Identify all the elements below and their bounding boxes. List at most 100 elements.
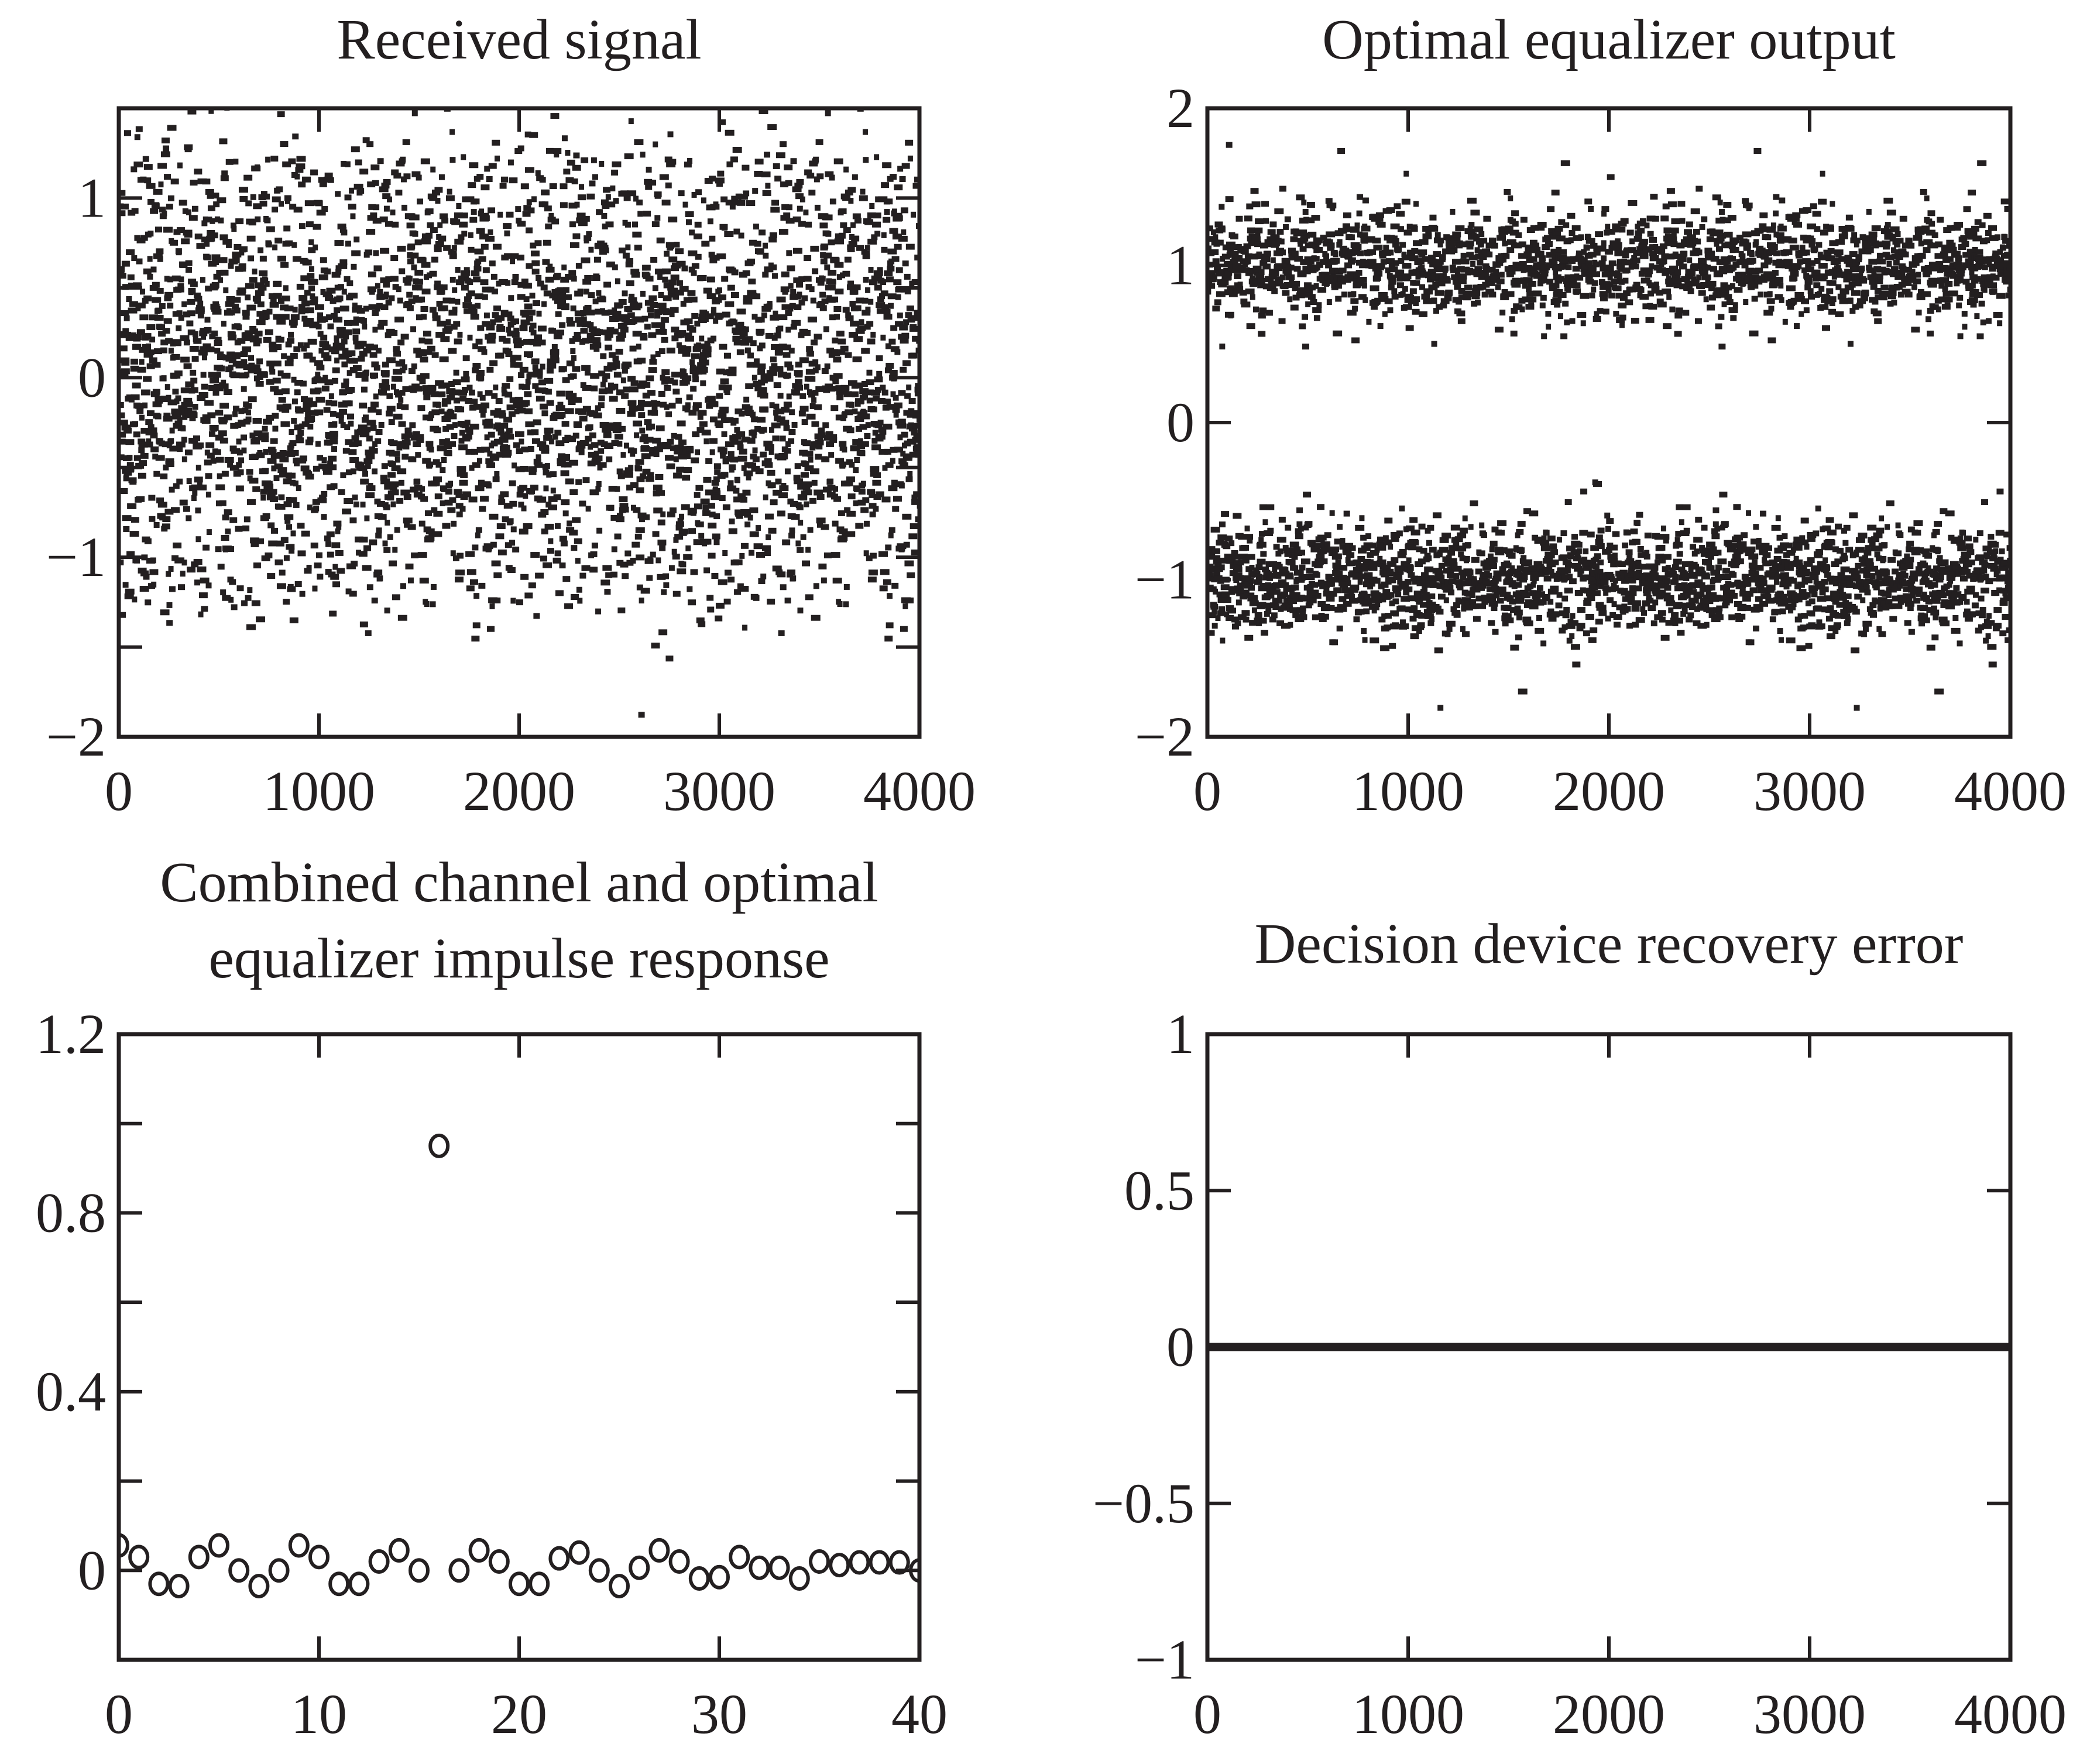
data-point xyxy=(129,63,138,68)
data-point xyxy=(1296,550,1306,556)
data-point xyxy=(746,474,751,481)
data-point xyxy=(339,389,347,396)
data-point xyxy=(549,183,557,190)
data-point xyxy=(290,322,297,328)
data-point xyxy=(1260,551,1267,557)
data-point xyxy=(854,457,860,463)
data-point xyxy=(331,272,341,278)
data-point xyxy=(1259,260,1268,266)
data-point xyxy=(528,466,537,472)
data-point xyxy=(361,341,367,347)
data-point xyxy=(1237,614,1247,620)
data-point xyxy=(771,200,780,206)
data-point xyxy=(892,234,902,240)
data-point xyxy=(1265,608,1272,615)
data-point xyxy=(289,617,298,623)
data-point xyxy=(332,581,341,588)
data-point xyxy=(384,608,390,614)
data-point xyxy=(1389,266,1398,273)
data-point xyxy=(750,86,757,92)
data-point xyxy=(914,255,919,261)
data-point xyxy=(328,464,337,471)
data-point xyxy=(1224,553,1234,560)
data-point xyxy=(743,190,750,197)
data-point xyxy=(488,163,497,169)
data-point xyxy=(865,422,871,428)
data-point xyxy=(333,317,343,323)
data-point xyxy=(629,345,637,352)
data-point xyxy=(833,356,842,363)
data-point xyxy=(286,355,294,362)
data-point xyxy=(449,157,456,163)
data-point xyxy=(291,398,298,404)
data-point xyxy=(481,447,490,453)
data-point xyxy=(347,400,353,407)
data-point xyxy=(482,286,491,293)
data-point xyxy=(399,268,406,274)
data-point xyxy=(396,403,403,409)
data-point xyxy=(461,154,466,160)
data-point xyxy=(878,196,888,203)
data-point xyxy=(347,350,356,356)
data-point xyxy=(559,322,566,328)
data-point xyxy=(1296,521,1303,527)
data-point xyxy=(218,277,224,283)
data-point xyxy=(672,262,681,269)
data-point xyxy=(795,193,804,200)
data-point xyxy=(417,257,427,263)
data-point xyxy=(1289,541,1299,548)
data-point xyxy=(1336,571,1343,577)
data-point xyxy=(571,178,578,184)
data-point xyxy=(210,458,217,464)
data-point xyxy=(328,455,337,462)
data-point xyxy=(358,465,368,472)
data-point xyxy=(1382,582,1389,588)
data-point xyxy=(1284,270,1291,276)
data-point xyxy=(284,306,294,312)
data-point xyxy=(594,256,602,263)
data-point xyxy=(753,380,759,387)
data-point xyxy=(280,304,289,311)
data-point xyxy=(912,437,919,443)
data-point xyxy=(301,421,310,427)
data-point xyxy=(307,505,313,511)
data-point xyxy=(805,369,815,375)
data-point xyxy=(514,396,523,403)
data-point xyxy=(1333,587,1341,593)
data-point xyxy=(862,310,871,316)
data-point xyxy=(180,409,187,415)
data-point xyxy=(141,389,151,396)
data-point xyxy=(233,406,240,412)
data-point xyxy=(784,361,792,368)
data-point xyxy=(411,264,417,270)
data-point xyxy=(1214,566,1223,572)
data-point xyxy=(885,343,891,349)
data-point xyxy=(860,507,869,513)
data-point xyxy=(903,541,910,548)
data-point xyxy=(778,630,785,636)
data-point xyxy=(1348,234,1355,241)
data-point xyxy=(519,528,528,535)
data-point xyxy=(397,297,403,304)
data-point xyxy=(411,552,419,558)
data-point xyxy=(336,327,346,333)
data-point xyxy=(595,405,601,411)
data-point xyxy=(884,209,890,215)
data-point xyxy=(819,291,826,298)
data-point xyxy=(208,385,214,391)
data-point xyxy=(356,550,362,556)
data-point xyxy=(293,207,303,213)
data-point xyxy=(544,463,550,469)
data-point xyxy=(533,458,541,465)
data-point xyxy=(133,431,140,438)
data-point xyxy=(907,155,913,162)
data-point xyxy=(863,550,869,557)
data-point xyxy=(410,214,420,221)
data-point xyxy=(394,527,400,533)
data-point xyxy=(271,465,277,472)
data-point xyxy=(565,150,571,156)
data-point xyxy=(351,560,358,567)
data-point xyxy=(476,228,485,234)
data-point xyxy=(198,95,206,101)
data-point xyxy=(674,289,684,296)
